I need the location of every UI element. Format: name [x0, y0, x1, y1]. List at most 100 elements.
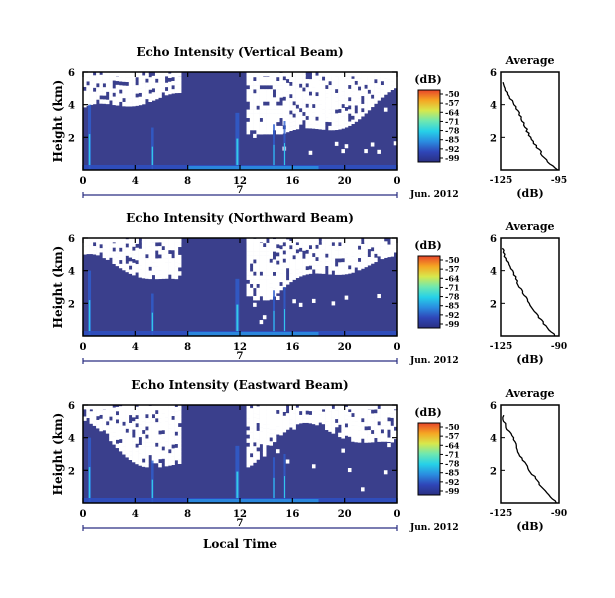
no-echo-cell	[256, 89, 260, 94]
no-echo-cell	[315, 112, 319, 117]
no-echo-cell	[311, 87, 316, 92]
no-echo-cell	[158, 77, 162, 82]
no-echo-cell	[341, 405, 345, 410]
no-echo-cell	[259, 405, 264, 410]
no-echo-cell	[272, 109, 277, 114]
no-echo-cell	[308, 83, 313, 88]
no-echo-cell	[249, 80, 254, 86]
no-echo-cell	[298, 302, 303, 307]
no-echo-cell	[338, 412, 342, 417]
no-echo-cell	[292, 421, 296, 426]
no-echo-cell	[135, 101, 139, 106]
no-echo-cell	[246, 109, 251, 114]
no-echo-cell	[246, 255, 251, 260]
no-echo-cell	[171, 411, 175, 417]
no-echo-cell	[256, 430, 260, 436]
no-echo-cell	[370, 78, 375, 83]
no-echo-cell	[138, 420, 143, 425]
no-echo-cell	[256, 410, 260, 415]
no-echo-cell	[374, 83, 378, 88]
no-echo-cell	[174, 423, 179, 428]
no-echo-cell	[334, 238, 339, 243]
no-echo-cell	[338, 96, 342, 101]
no-echo-cell	[253, 450, 257, 455]
no-echo-cell	[295, 253, 300, 258]
no-echo-cell	[328, 101, 332, 106]
no-echo-cell	[269, 238, 274, 243]
no-echo-cell	[102, 87, 107, 92]
no-echo-cell	[148, 85, 152, 90]
no-echo-cell	[272, 283, 277, 289]
no-echo-cell	[331, 249, 336, 255]
no-echo-cell	[109, 87, 113, 93]
no-echo-cell	[341, 249, 345, 255]
no-echo-cell	[128, 102, 133, 107]
no-echo-cell	[377, 238, 381, 243]
no-echo-cell	[315, 408, 319, 414]
no-echo-cell	[105, 99, 110, 105]
no-echo-cell	[367, 240, 372, 246]
no-echo-cell	[145, 405, 149, 410]
no-echo-cell	[86, 72, 90, 77]
no-echo-cell	[347, 416, 352, 421]
no-echo-cell	[246, 271, 251, 276]
no-echo-cell	[380, 85, 385, 90]
no-echo-cell	[158, 250, 162, 255]
no-echo-cell	[380, 246, 385, 251]
no-echo-cell	[347, 428, 352, 433]
no-echo-cell	[351, 91, 355, 96]
no-echo-cell	[364, 96, 368, 102]
no-echo-cell	[321, 240, 326, 246]
no-echo-cell	[138, 100, 143, 106]
no-echo-cell	[99, 91, 103, 96]
no-echo-cell	[161, 79, 166, 85]
no-echo-cell	[334, 80, 339, 86]
no-echo-cell	[118, 406, 123, 411]
no-echo-cell	[393, 405, 398, 410]
no-echo-cell	[128, 72, 133, 77]
y-axis-label: Height (km)	[51, 413, 65, 496]
no-echo-cell	[266, 242, 270, 248]
y-tick-label: 4	[68, 434, 75, 445]
no-echo-cell	[269, 250, 274, 255]
no-echo-cell	[292, 109, 296, 114]
no-echo-cell	[279, 261, 283, 266]
no-echo-cell	[138, 412, 143, 417]
x-tick-label: 0	[394, 342, 401, 353]
no-echo-cell	[354, 437, 359, 443]
no-echo-cell	[328, 85, 332, 90]
no-echo-cell	[279, 76, 283, 82]
no-echo-cell	[282, 254, 287, 259]
no-echo-cell	[141, 450, 146, 455]
colorbar-tick-label: -71	[445, 116, 459, 126]
no-echo-cell	[141, 425, 146, 431]
no-echo-cell	[370, 98, 375, 103]
colorbar-tick-label: -50	[445, 89, 460, 99]
no-echo-cell	[334, 105, 339, 110]
no-echo-cell	[325, 113, 329, 118]
no-echo-cell	[275, 80, 280, 86]
no-echo-cell	[377, 408, 381, 414]
no-echo-cell	[262, 440, 267, 445]
colorbar-tick-label: -57	[445, 264, 459, 274]
no-echo-cell	[272, 259, 277, 264]
no-echo-cell	[279, 405, 283, 410]
no-echo-cell	[282, 428, 287, 433]
no-echo-cell	[145, 462, 149, 468]
no-echo-cell	[138, 88, 143, 93]
no-echo-cell	[259, 439, 264, 445]
no-echo-cell	[86, 409, 90, 414]
no-echo-cell	[256, 109, 260, 114]
no-echo-cell	[272, 275, 277, 281]
no-echo-cell	[383, 72, 388, 77]
no-echo-cell	[387, 244, 391, 249]
no-echo-cell	[338, 121, 342, 126]
no-echo-cell	[99, 405, 103, 410]
no-echo-cell	[285, 239, 290, 244]
no-echo-cell	[148, 262, 152, 267]
no-echo-cell	[387, 425, 391, 430]
no-echo-cell	[112, 423, 117, 429]
no-echo-cell	[259, 109, 264, 114]
no-echo-cell	[282, 80, 287, 85]
no-echo-cell	[328, 419, 332, 424]
